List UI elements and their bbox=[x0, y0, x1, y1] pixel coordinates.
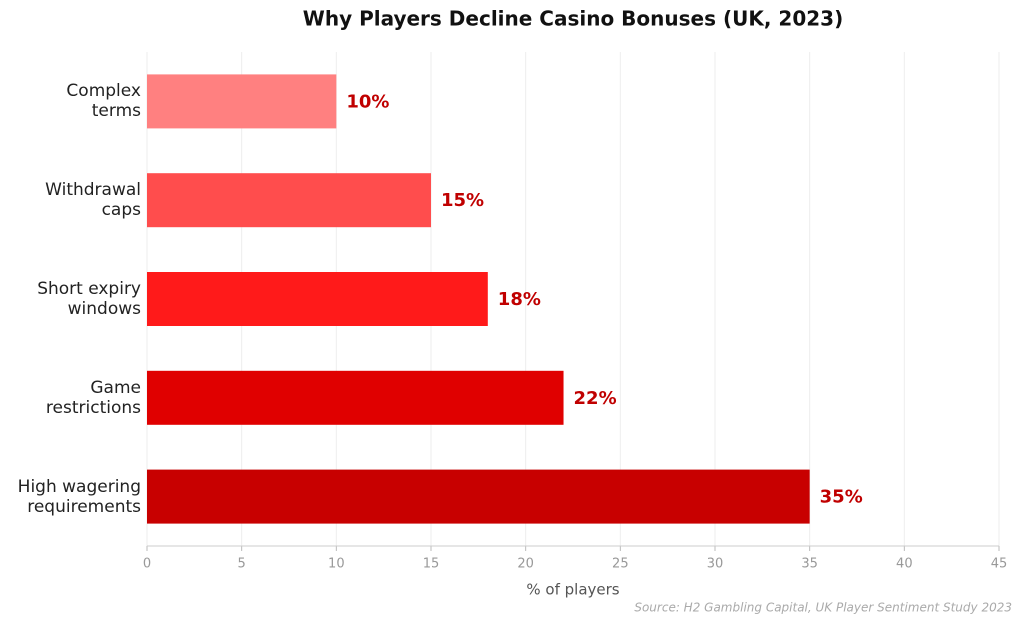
x-axis-label: % of players bbox=[526, 581, 619, 599]
y-tick-label: Game restrictions bbox=[45, 377, 141, 418]
value-label: 22% bbox=[574, 388, 617, 409]
x-tick-label: 30 bbox=[707, 557, 724, 572]
chart-title: Why Players Decline Casino Bonuses (UK, … bbox=[303, 7, 843, 31]
y-tick-label: Complex terms bbox=[66, 81, 141, 122]
x-tick-label: 25 bbox=[612, 557, 629, 572]
bar bbox=[147, 173, 431, 228]
x-tick-label: 20 bbox=[517, 557, 534, 572]
value-label: 10% bbox=[346, 91, 389, 112]
y-tick-label: High wagering requirements bbox=[17, 476, 141, 517]
bar bbox=[147, 469, 810, 524]
value-label: 35% bbox=[820, 487, 863, 508]
x-tick-label: 5 bbox=[238, 557, 246, 572]
value-label: 15% bbox=[441, 190, 484, 211]
source-note: Source: H2 Gambling Capital, UK Player S… bbox=[634, 601, 1012, 615]
value-label: 18% bbox=[498, 289, 541, 310]
x-tick-label: 10 bbox=[328, 557, 345, 572]
bar bbox=[147, 272, 488, 326]
x-tick-label: 45 bbox=[991, 557, 1008, 572]
x-tick-label: 40 bbox=[896, 557, 913, 572]
y-tick-label: Withdrawal caps bbox=[45, 180, 141, 221]
y-tick-label: Short expiry windows bbox=[37, 279, 141, 319]
x-tick-label: 35 bbox=[801, 557, 818, 572]
x-tick-label: 0 bbox=[143, 557, 151, 572]
x-tick-label: 15 bbox=[423, 557, 440, 572]
bar bbox=[147, 74, 337, 129]
bar bbox=[147, 370, 564, 425]
